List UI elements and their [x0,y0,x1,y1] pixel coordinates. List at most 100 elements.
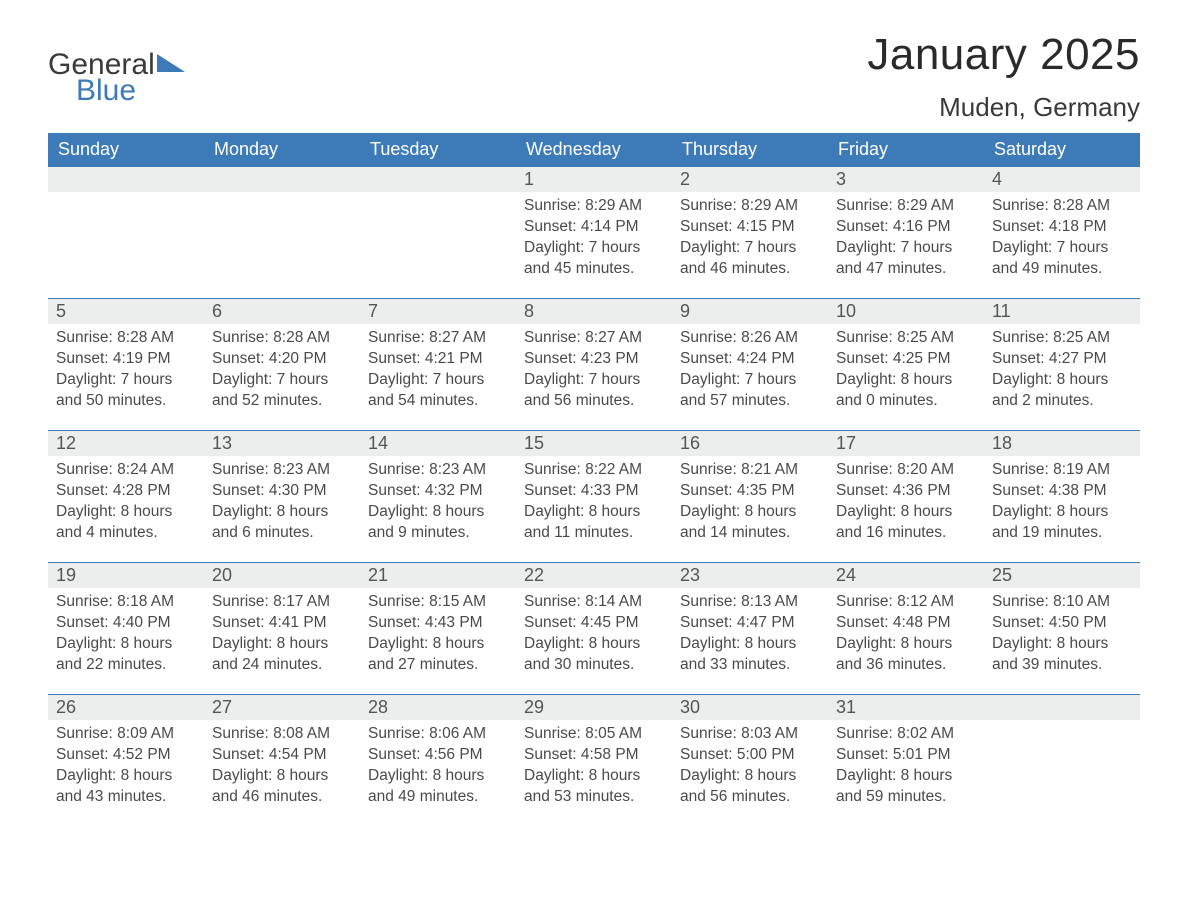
day-body: Sunrise: 8:25 AMSunset: 4:25 PMDaylight:… [828,324,984,420]
sunrise-text: Sunrise: 8:23 AM [212,460,352,481]
sunset-text: Sunset: 4:35 PM [680,481,820,502]
col-thursday: Thursday [672,133,828,167]
sunset-text: Sunset: 4:33 PM [524,481,664,502]
daylight-text: Daylight: 8 hours and 56 minutes. [680,766,820,808]
day-number: 19 [48,563,204,588]
sunrise-text: Sunrise: 8:14 AM [524,592,664,613]
page-header: General Blue January 2025 Muden, Germany [48,30,1140,123]
day-body: Sunrise: 8:23 AMSunset: 4:30 PMDaylight:… [204,456,360,552]
sunset-text: Sunset: 4:30 PM [212,481,352,502]
week-row: 5Sunrise: 8:28 AMSunset: 4:19 PMDaylight… [48,299,1140,431]
day-cell: 4Sunrise: 8:28 AMSunset: 4:18 PMDaylight… [984,167,1140,299]
day-number: 6 [204,299,360,324]
day-cell [48,167,204,299]
day-number: 9 [672,299,828,324]
day-number: 15 [516,431,672,456]
day-number: 25 [984,563,1140,588]
day-number [48,167,204,192]
day-number: 16 [672,431,828,456]
sunrise-text: Sunrise: 8:09 AM [56,724,196,745]
day-body: Sunrise: 8:24 AMSunset: 4:28 PMDaylight:… [48,456,204,552]
sunrise-text: Sunrise: 8:02 AM [836,724,976,745]
day-cell: 5Sunrise: 8:28 AMSunset: 4:19 PMDaylight… [48,299,204,431]
day-cell: 31Sunrise: 8:02 AMSunset: 5:01 PMDayligh… [828,695,984,827]
daylight-text: Daylight: 8 hours and 2 minutes. [992,370,1132,412]
day-cell: 20Sunrise: 8:17 AMSunset: 4:41 PMDayligh… [204,563,360,695]
daylight-text: Daylight: 8 hours and 9 minutes. [368,502,508,544]
day-cell [204,167,360,299]
sunset-text: Sunset: 4:41 PM [212,613,352,634]
sunset-text: Sunset: 4:45 PM [524,613,664,634]
sunset-text: Sunset: 4:50 PM [992,613,1132,634]
sunset-text: Sunset: 4:52 PM [56,745,196,766]
day-body: Sunrise: 8:20 AMSunset: 4:36 PMDaylight:… [828,456,984,552]
day-number: 1 [516,167,672,192]
daylight-text: Daylight: 8 hours and 24 minutes. [212,634,352,676]
daylight-text: Daylight: 8 hours and 11 minutes. [524,502,664,544]
day-cell: 21Sunrise: 8:15 AMSunset: 4:43 PMDayligh… [360,563,516,695]
day-number: 13 [204,431,360,456]
daylight-text: Daylight: 7 hours and 45 minutes. [524,238,664,280]
day-number: 31 [828,695,984,720]
day-body: Sunrise: 8:06 AMSunset: 4:56 PMDaylight:… [360,720,516,816]
sunrise-text: Sunrise: 8:10 AM [992,592,1132,613]
title-block: January 2025 Muden, Germany [867,30,1140,123]
sunrise-text: Sunrise: 8:29 AM [524,196,664,217]
location: Muden, Germany [867,92,1140,123]
sunset-text: Sunset: 4:14 PM [524,217,664,238]
sunrise-text: Sunrise: 8:27 AM [368,328,508,349]
sunrise-text: Sunrise: 8:13 AM [680,592,820,613]
day-cell: 23Sunrise: 8:13 AMSunset: 4:47 PMDayligh… [672,563,828,695]
day-number: 23 [672,563,828,588]
day-cell [360,167,516,299]
sunset-text: Sunset: 4:56 PM [368,745,508,766]
sunrise-text: Sunrise: 8:12 AM [836,592,976,613]
day-body: Sunrise: 8:12 AMSunset: 4:48 PMDaylight:… [828,588,984,684]
sunset-text: Sunset: 4:15 PM [680,217,820,238]
day-cell: 6Sunrise: 8:28 AMSunset: 4:20 PMDaylight… [204,299,360,431]
col-wednesday: Wednesday [516,133,672,167]
daylight-text: Daylight: 7 hours and 52 minutes. [212,370,352,412]
day-number: 27 [204,695,360,720]
day-cell: 29Sunrise: 8:05 AMSunset: 4:58 PMDayligh… [516,695,672,827]
sunset-text: Sunset: 4:43 PM [368,613,508,634]
day-cell: 3Sunrise: 8:29 AMSunset: 4:16 PMDaylight… [828,167,984,299]
day-cell: 28Sunrise: 8:06 AMSunset: 4:56 PMDayligh… [360,695,516,827]
day-body: Sunrise: 8:27 AMSunset: 4:23 PMDaylight:… [516,324,672,420]
day-number: 3 [828,167,984,192]
sunset-text: Sunset: 4:36 PM [836,481,976,502]
logo-text: General Blue [48,50,189,106]
sunrise-text: Sunrise: 8:23 AM [368,460,508,481]
day-number: 29 [516,695,672,720]
col-tuesday: Tuesday [360,133,516,167]
day-body: Sunrise: 8:29 AMSunset: 4:14 PMDaylight:… [516,192,672,288]
sunset-text: Sunset: 4:23 PM [524,349,664,370]
day-body: Sunrise: 8:18 AMSunset: 4:40 PMDaylight:… [48,588,204,684]
day-body: Sunrise: 8:02 AMSunset: 5:01 PMDaylight:… [828,720,984,816]
sunrise-text: Sunrise: 8:06 AM [368,724,508,745]
day-body: Sunrise: 8:10 AMSunset: 4:50 PMDaylight:… [984,588,1140,684]
day-cell: 30Sunrise: 8:03 AMSunset: 5:00 PMDayligh… [672,695,828,827]
sunrise-text: Sunrise: 8:03 AM [680,724,820,745]
sunset-text: Sunset: 4:20 PM [212,349,352,370]
col-sunday: Sunday [48,133,204,167]
day-cell: 10Sunrise: 8:25 AMSunset: 4:25 PMDayligh… [828,299,984,431]
calendar-table: Sunday Monday Tuesday Wednesday Thursday… [48,133,1140,827]
day-number: 24 [828,563,984,588]
day-number: 26 [48,695,204,720]
daylight-text: Daylight: 7 hours and 50 minutes. [56,370,196,412]
day-number: 28 [360,695,516,720]
sunrise-text: Sunrise: 8:20 AM [836,460,976,481]
day-number: 4 [984,167,1140,192]
day-number: 5 [48,299,204,324]
day-number: 14 [360,431,516,456]
day-cell: 2Sunrise: 8:29 AMSunset: 4:15 PMDaylight… [672,167,828,299]
daylight-text: Daylight: 7 hours and 56 minutes. [524,370,664,412]
sunrise-text: Sunrise: 8:28 AM [56,328,196,349]
sunset-text: Sunset: 4:21 PM [368,349,508,370]
day-number: 20 [204,563,360,588]
day-number [204,167,360,192]
day-cell: 19Sunrise: 8:18 AMSunset: 4:40 PMDayligh… [48,563,204,695]
day-number: 17 [828,431,984,456]
day-body: Sunrise: 8:22 AMSunset: 4:33 PMDaylight:… [516,456,672,552]
